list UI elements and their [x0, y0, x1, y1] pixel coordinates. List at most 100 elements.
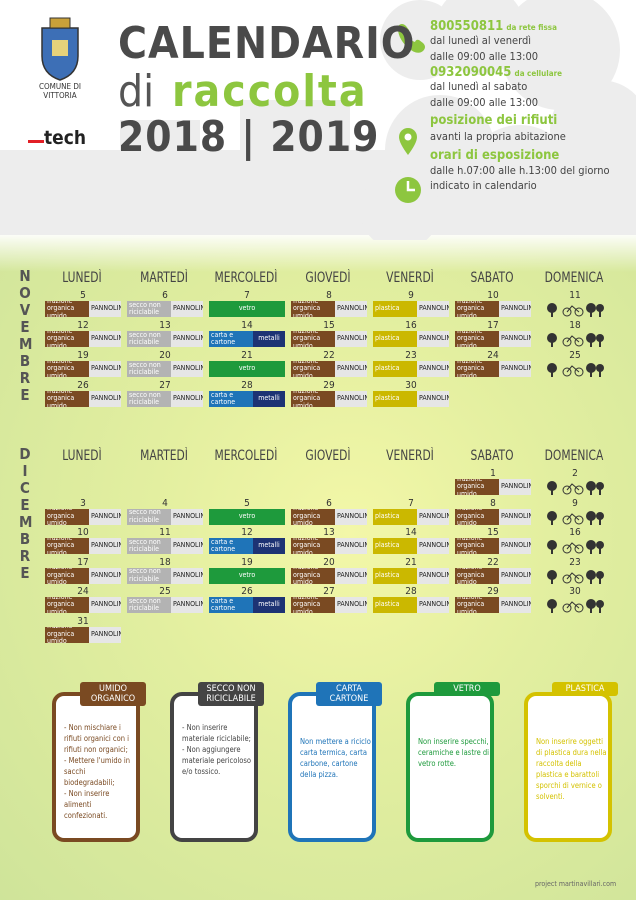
- day-number: 22: [323, 350, 335, 361]
- day-number: 21: [241, 350, 253, 361]
- waste-item: PANNOLINI: [417, 567, 449, 584]
- day-number: 11: [159, 527, 171, 538]
- waste-item: PANNOLINI: [171, 331, 203, 347]
- month-name: DICEMBRE: [19, 445, 33, 582]
- waste-item: carta e cartone: [209, 391, 253, 407]
- waste-item: metalli: [253, 331, 285, 347]
- day-number: 8: [326, 290, 332, 301]
- rule-box: SECCO NON RICICLABILE - Non inserire mate…: [170, 682, 264, 842]
- phone2-hours: dalle 09:00 alle 13:00: [430, 96, 539, 109]
- waste-item: metalli: [253, 597, 285, 613]
- day-number: 9: [572, 497, 578, 509]
- waste-item: plastica: [373, 331, 417, 347]
- rule-title: SECCO NON RICICLABILE: [198, 682, 264, 706]
- waste-item: frazione organica umido: [45, 508, 89, 525]
- day-number: 28: [241, 380, 253, 391]
- waste-item: vetro: [209, 301, 285, 317]
- day-number: 18: [159, 556, 171, 568]
- rule-title: PLASTICA: [552, 682, 618, 696]
- waste-item: plastica: [373, 567, 417, 584]
- waste-item: PANNOLINI: [335, 567, 367, 584]
- waste-item: frazione organica umido: [291, 567, 335, 584]
- waste-item: secco non riciclabile: [127, 508, 171, 525]
- waste-item: plastica: [373, 391, 417, 407]
- waste-item: secco non riciclabile: [127, 597, 171, 613]
- background-fade: [0, 232, 636, 272]
- title: CALENDARIO: [118, 18, 416, 69]
- phone2-days: dal lunedì al sabato: [430, 80, 528, 93]
- sunday-icons: [547, 303, 604, 317]
- waste-item: PANNOLINI: [89, 597, 121, 613]
- day-number: 22: [487, 556, 499, 568]
- rule-title: UMIDO ORGANICO: [80, 682, 146, 706]
- waste-item: frazione organica umido: [291, 508, 335, 525]
- rule-box: UMIDO ORGANICO - Non mischiare i rifiuti …: [52, 682, 146, 842]
- waste-item: carta e cartone: [209, 331, 253, 347]
- coat-of-arms: [41, 17, 79, 81]
- waste-item: PANNOLINI: [89, 626, 121, 643]
- waste-item: PANNOLINI: [171, 538, 203, 554]
- waste-item: frazione organica umido: [291, 361, 335, 377]
- waste-item: PANNOLINI: [499, 538, 531, 554]
- day-number: 20: [323, 556, 335, 568]
- waste-item: frazione organica umido: [45, 567, 89, 584]
- waste-item: PANNOLINI: [499, 597, 531, 613]
- waste-item: frazione organica umido: [455, 331, 499, 347]
- waste-item: frazione organica umido: [45, 301, 89, 317]
- rule-box: CARTA CARTONE Non mettere a riciclo carta…: [288, 682, 382, 842]
- waste-item: secco non riciclabile: [127, 391, 171, 407]
- phone1: 800550811: [430, 19, 504, 34]
- waste-item: frazione organica umido: [45, 597, 89, 613]
- waste-item: PANNOLINI: [171, 597, 203, 613]
- rule-text: - Non inserire materiale riciclabile; - N…: [182, 722, 254, 777]
- waste-item: PANNOLINI: [89, 508, 121, 525]
- day-number: 5: [244, 497, 250, 509]
- weekday: MERCOLEDÌ: [214, 270, 278, 286]
- position-title: posizione dei rifiuti: [430, 113, 558, 128]
- rule-title: VETRO: [434, 682, 500, 696]
- rule-line: - Non aggiungere materiale pericoloso e/…: [182, 745, 252, 776]
- waste-item: PANNOLINI: [171, 301, 203, 317]
- day-number: 14: [241, 320, 253, 331]
- waste-item: frazione organica umido: [455, 538, 499, 554]
- subtitle-prefix: di: [118, 66, 155, 117]
- waste-item: PANNOLINI: [335, 538, 367, 554]
- sunday-icons: [547, 540, 604, 554]
- waste-item: metalli: [253, 538, 285, 554]
- day-number: 20: [159, 350, 171, 361]
- phone1-days: dal lunedì al venerdì: [430, 34, 531, 47]
- waste-item: PANNOLINI: [499, 361, 531, 377]
- waste-item: PANNOLINI: [335, 331, 367, 347]
- waste-item: PANNOLINI: [499, 479, 531, 495]
- waste-item: plastica: [373, 301, 417, 317]
- day-number: 3: [80, 497, 86, 509]
- rule-box: PLASTICA Non inserire oggetti di plastica…: [524, 682, 618, 842]
- waste-item: PANNOLINI: [335, 301, 367, 317]
- rule-line: - Non inserire materiale riciclabile;: [182, 723, 251, 743]
- waste-item: PANNOLINI: [499, 508, 531, 525]
- rule-line: Non mettere a riciclo carta termica, car…: [300, 737, 371, 779]
- phone1-note: da rete fissa: [506, 23, 557, 32]
- rule-text: - Non mischiare i rifiuti organici con i…: [64, 722, 136, 821]
- years: 2018 | 2019: [118, 112, 380, 161]
- waste-item: secco non riciclabile: [127, 538, 171, 554]
- waste-item: PANNOLINI: [335, 391, 367, 407]
- phone2-row: 0932090045 da cellulare: [430, 66, 610, 80]
- waste-item: PANNOLINI: [89, 301, 121, 317]
- waste-item: metalli: [253, 391, 285, 407]
- weekday: VENERDÌ: [386, 448, 434, 464]
- month-name: NOVEMBRE: [19, 267, 33, 404]
- day-number: 19: [241, 556, 253, 568]
- weekday: LUNEDÌ: [62, 448, 102, 464]
- day-number: 23: [405, 350, 417, 361]
- waste-item: secco non riciclabile: [127, 301, 171, 317]
- waste-item: plastica: [373, 538, 417, 554]
- rule-box: VETRO Non inserire specchi, ceramiche e l…: [406, 682, 500, 842]
- waste-item: frazione organica umido: [291, 597, 335, 613]
- day-number: 12: [241, 527, 253, 538]
- waste-item: PANNOLINI: [89, 361, 121, 377]
- weekday: SABATO: [470, 270, 514, 286]
- hours-text: dalle h.07:00 alle h.13:00 del giorno: [430, 164, 610, 177]
